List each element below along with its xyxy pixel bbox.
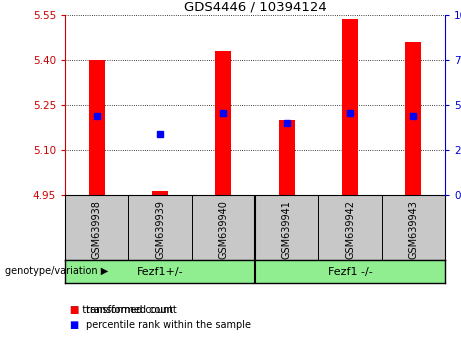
Title: GDS4446 / 10394124: GDS4446 / 10394124 xyxy=(183,1,326,14)
Bar xyxy=(215,51,231,195)
Text: GSM639943: GSM639943 xyxy=(408,200,418,259)
Text: genotype/variation ▶: genotype/variation ▶ xyxy=(5,267,108,276)
Text: Fezf1+/-: Fezf1+/- xyxy=(137,267,183,276)
Text: Fezf1 -/-: Fezf1 -/- xyxy=(328,267,372,276)
Text: ■: ■ xyxy=(70,305,79,315)
Text: ■ transformed count: ■ transformed count xyxy=(70,305,173,315)
Text: ■: ■ xyxy=(70,320,79,330)
Bar xyxy=(152,190,168,195)
Bar xyxy=(405,42,421,195)
Bar xyxy=(342,19,358,195)
Text: GSM639939: GSM639939 xyxy=(155,200,165,259)
Text: percentile rank within the sample: percentile rank within the sample xyxy=(86,320,251,330)
Bar xyxy=(279,120,295,195)
Text: transformed count: transformed count xyxy=(86,305,177,315)
Text: GSM639942: GSM639942 xyxy=(345,200,355,259)
Bar xyxy=(89,60,105,195)
Text: GSM639941: GSM639941 xyxy=(282,200,292,259)
Text: GSM639940: GSM639940 xyxy=(219,200,228,259)
Text: GSM639938: GSM639938 xyxy=(92,200,102,259)
